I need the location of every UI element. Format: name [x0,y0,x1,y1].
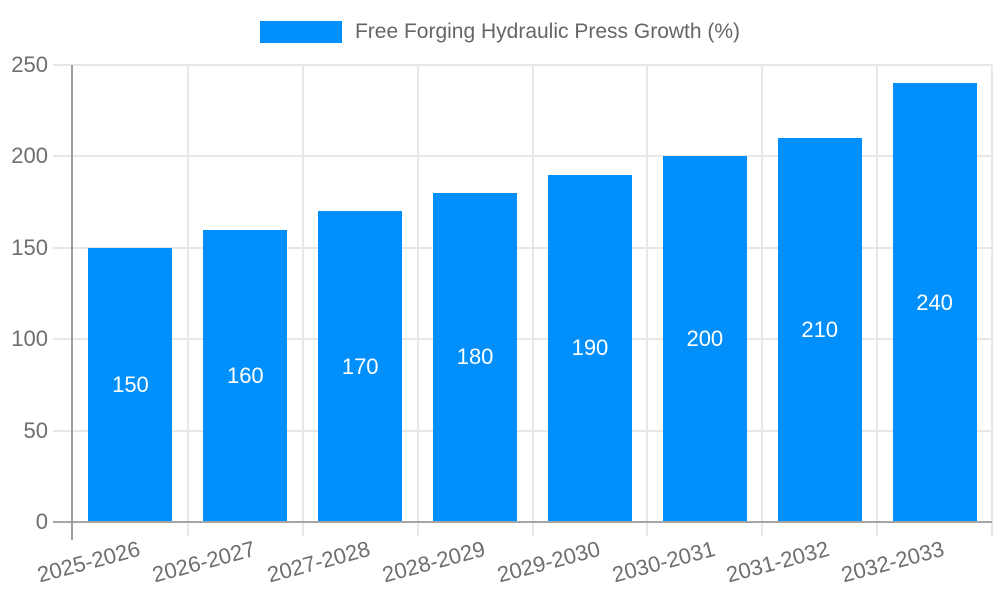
legend: Free Forging Hydraulic Press Growth (%) [0,20,1000,44]
gridline [53,64,992,66]
gridline [301,65,304,536]
gridline [761,65,764,536]
bar[interactable]: 210 [777,138,862,522]
y-tick-label: 200 [11,143,48,169]
y-axis-line [71,65,73,540]
gridline [53,338,992,341]
bar-value-label: 200 [686,326,724,352]
x-tick-label-text: 2027-2028 [264,536,373,588]
bar-value-label: 190 [571,335,609,361]
bar[interactable]: 150 [88,247,173,522]
legend-label: Free Forging Hydraulic Press Growth (%) [354,20,741,43]
bar-value-label: 180 [456,344,494,370]
x-tick-label-text: 2028-2029 [379,536,488,588]
x-tick-label-text: 2025-2026 [34,536,143,588]
x-axis-line [53,521,992,523]
y-tick-label: 250 [11,52,48,77]
bar[interactable]: 160 [203,229,288,522]
bar[interactable]: 200 [662,156,747,522]
y-tick-label: 150 [11,234,48,260]
gridline [186,65,189,536]
x-tick-label-text: 2030-2031 [609,536,718,588]
bar-value-label: 160 [226,362,264,388]
y-tick-label: 50 [23,417,48,443]
bar-value-label: 170 [341,353,379,379]
gridline [53,429,992,432]
plot-area: 0 50 100 150 200 250 150 160 170 180 190 200 210 240 2… [11,52,993,587]
x-tick-label-text: 2029-2030 [494,536,603,588]
gridline [876,65,879,536]
gridline [416,65,419,536]
y-tick-label: 0 [35,509,48,534]
gridline [646,65,649,536]
bar-value-label: 210 [801,317,839,343]
gridline [53,246,992,249]
x-tick-label-text: 2032-2033 [838,536,948,588]
gridline [991,65,993,536]
bar[interactable]: 170 [318,211,403,522]
bar[interactable]: 240 [892,83,977,522]
bar-value-label: 240 [916,289,953,315]
gridline [53,155,992,158]
x-tick-label-text: 2031-2032 [724,536,833,588]
bar[interactable]: 190 [547,174,632,522]
x-tick-label-text: 2026-2027 [149,536,258,588]
gridline [531,65,534,536]
y-tick-label: 100 [11,326,48,352]
bar[interactable]: 180 [433,192,518,522]
legend-marker [259,21,342,43]
legend-item[interactable]: Free Forging Hydraulic Press Growth (%) [259,20,741,44]
bar-value-label: 150 [112,371,149,397]
